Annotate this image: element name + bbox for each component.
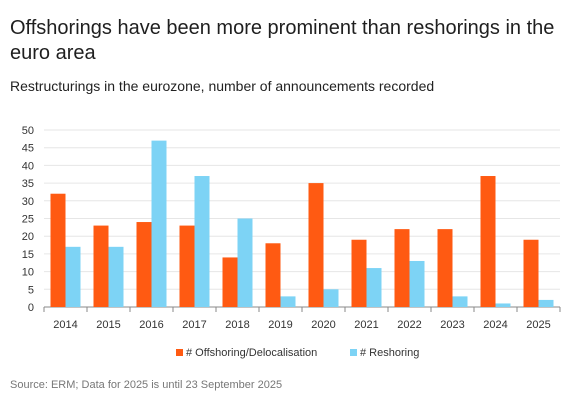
bar-reshoring bbox=[280, 296, 296, 307]
bar-offshoring bbox=[437, 229, 453, 307]
bar-reshoring bbox=[151, 140, 167, 307]
bar-reshoring bbox=[409, 260, 425, 307]
chart-subtitle: Restructurings in the eurozone, number o… bbox=[10, 78, 435, 94]
y-tick-label: 45 bbox=[22, 143, 34, 155]
bar-reshoring bbox=[538, 299, 554, 307]
y-tick-label: 30 bbox=[22, 196, 34, 208]
x-tick-label: 2014 bbox=[53, 319, 77, 331]
bar-offshoring bbox=[179, 225, 195, 307]
bar-reshoring bbox=[495, 303, 511, 307]
y-axis-labels: 0 5 10 15 20 25 30 35 40 45 50 bbox=[22, 125, 34, 314]
legend: # Offshoring/Delocalisation # Reshoring bbox=[176, 347, 419, 359]
x-tick-label: 2016 bbox=[139, 319, 163, 331]
bars bbox=[50, 140, 554, 307]
bar-offshoring bbox=[308, 183, 324, 307]
bar-offshoring bbox=[136, 222, 152, 307]
y-tick-label: 35 bbox=[22, 178, 34, 190]
x-tick-label: 2023 bbox=[440, 319, 464, 331]
y-tick-label: 40 bbox=[22, 160, 34, 172]
bar-reshoring bbox=[65, 246, 81, 307]
bar-reshoring bbox=[366, 268, 382, 307]
x-tick-label: 2020 bbox=[311, 319, 335, 331]
x-tick-label: 2015 bbox=[96, 319, 120, 331]
bar-offshoring bbox=[50, 193, 66, 307]
y-tick-label: 50 bbox=[22, 125, 34, 137]
x-tick-label: 2022 bbox=[397, 319, 421, 331]
bar-offshoring bbox=[265, 243, 281, 307]
source-note: Source: ERM; Data for 2025 is until 23 S… bbox=[10, 379, 283, 391]
bar-offshoring bbox=[351, 239, 367, 307]
legend-swatch bbox=[350, 349, 357, 356]
bar-offshoring bbox=[523, 239, 539, 307]
y-tick-label: 0 bbox=[28, 302, 34, 314]
bar-reshoring bbox=[108, 246, 124, 307]
x-tick-label: 2017 bbox=[182, 319, 206, 331]
x-tick-label: 2021 bbox=[354, 319, 378, 331]
y-tick-label: 5 bbox=[28, 284, 34, 296]
chart-title: Offshorings have been more prominent tha… bbox=[10, 17, 555, 64]
y-tick-label: 10 bbox=[22, 267, 34, 279]
x-axis-labels: 2014 2015 2016 2017 2018 2019 2020 2021 2022 2023… bbox=[43, 307, 561, 331]
x-tick-label: 2025 bbox=[526, 319, 550, 331]
legend-label: # Offshoring/Delocalisation bbox=[186, 347, 317, 359]
legend-label: # Reshoring bbox=[360, 347, 419, 359]
y-tick-label: 20 bbox=[22, 231, 34, 243]
bar-offshoring bbox=[222, 257, 238, 307]
bar-offshoring bbox=[480, 176, 496, 307]
x-tick-label: 2019 bbox=[268, 319, 292, 331]
y-tick-label: 15 bbox=[22, 249, 34, 261]
bar-reshoring bbox=[452, 296, 468, 307]
bar-offshoring bbox=[394, 229, 410, 307]
y-tick-label: 25 bbox=[22, 214, 34, 226]
x-tick-label: 2024 bbox=[483, 319, 507, 331]
x-tick-label: 2018 bbox=[225, 319, 249, 331]
legend-swatch bbox=[176, 349, 183, 356]
bar-reshoring bbox=[323, 289, 339, 307]
bar-offshoring bbox=[93, 225, 109, 307]
bar-reshoring bbox=[194, 176, 210, 307]
bar-reshoring bbox=[237, 218, 253, 307]
